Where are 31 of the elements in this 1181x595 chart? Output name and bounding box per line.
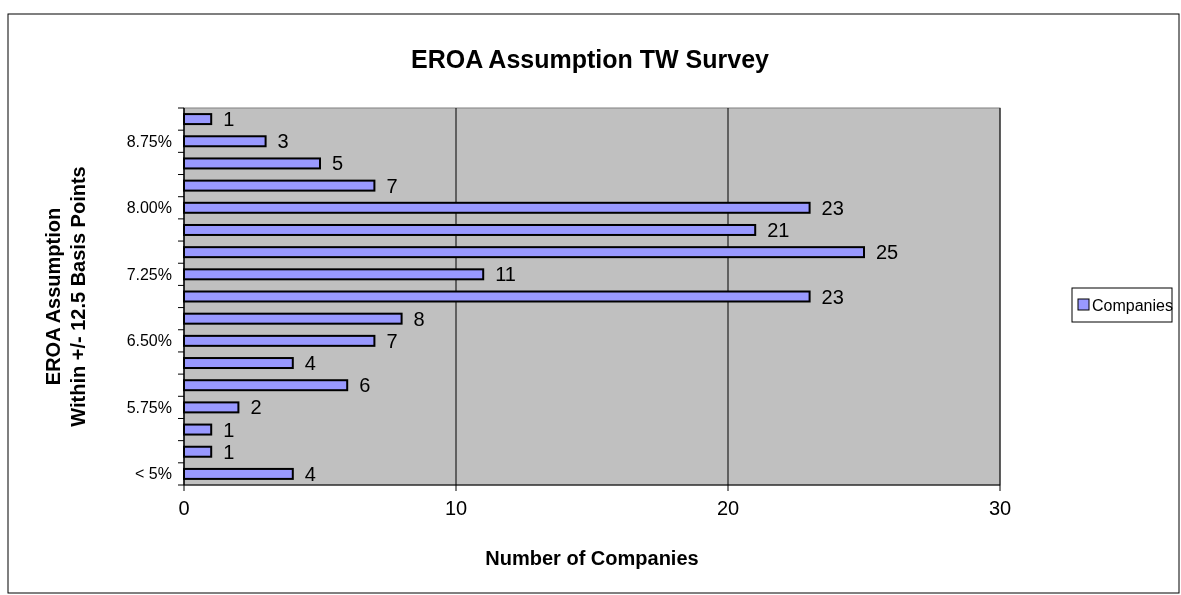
data-label: 6 (359, 374, 371, 397)
y-tick-label: 8.00% (126, 199, 172, 217)
data-label: 1 (223, 440, 235, 463)
data-label: 7 (386, 329, 398, 352)
data-label: 8 (413, 307, 425, 330)
data-label: 1 (223, 108, 235, 131)
data-label: 2 (250, 396, 262, 419)
x-tick-label: 20 (716, 497, 740, 519)
y-tick-label: 7.25% (126, 265, 172, 283)
data-label: 1 (223, 418, 235, 441)
data-label: 23 (821, 196, 844, 219)
x-tick-label: 0 (178, 497, 190, 519)
y-tick-label: 6.50% (126, 332, 172, 350)
y-tick-label: 8.75% (126, 132, 172, 150)
data-label: 11 (495, 263, 516, 286)
data-label: 5 (332, 152, 344, 175)
y-axis-title: EROA Assumption Within +/- 12.5 Basis Points (42, 166, 89, 427)
x-axis-title: Number of Companies (485, 547, 699, 569)
chart-title: EROA Assumption TW Survey (411, 45, 770, 73)
data-label: 21 (767, 218, 790, 241)
data-label: 25 (876, 241, 899, 264)
data-label: 23 (821, 285, 844, 308)
legend-label: Companies (1092, 296, 1173, 314)
data-label: 4 (304, 352, 316, 375)
y-tick-label: 5.75% (126, 398, 172, 416)
data-label: 3 (277, 130, 289, 153)
x-tick-label: 10 (444, 497, 468, 519)
data-label: 7 (386, 174, 398, 197)
data-label: 4 (304, 462, 316, 485)
y-tick-label: < 5% (135, 465, 172, 483)
x-tick-label: 30 (988, 497, 1012, 519)
